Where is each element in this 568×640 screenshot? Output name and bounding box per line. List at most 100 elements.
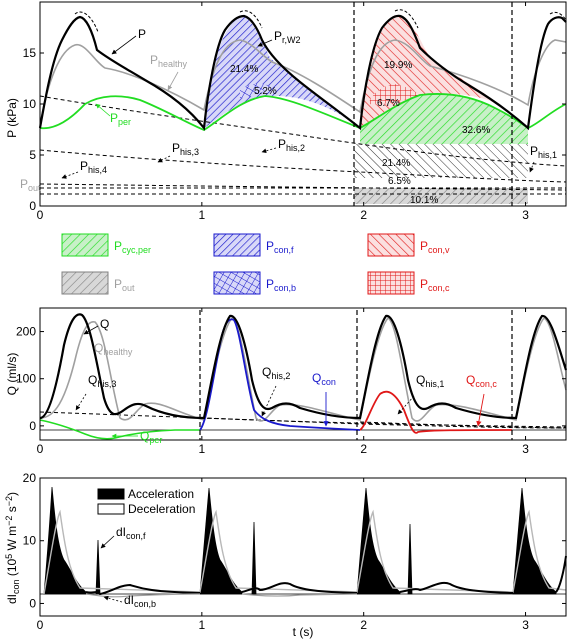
line-p <box>38 14 567 131</box>
p-ylabel: P (kPa) <box>5 98 19 138</box>
legend-label-con-c: Pcon,c <box>420 277 450 293</box>
line-p-envelope <box>74 9 567 33</box>
area-di-accel-small-2 <box>251 521 257 595</box>
label-p-healthy: Phealthy <box>150 53 188 69</box>
label-p-his-1: Phis,1 <box>530 144 557 160</box>
line-q-healthy <box>39 316 567 422</box>
line-q-his-3 <box>39 411 567 429</box>
label-p-his-2: Phis,2 <box>278 137 305 153</box>
area-phis-hatched <box>354 144 528 178</box>
q-ticks: 0 1 2 3 0 100 200 <box>16 308 566 456</box>
pct-pcyc-per: 32.6% <box>462 125 490 136</box>
arrow-p <box>111 35 137 55</box>
pct-phis: 21.4% <box>382 158 410 169</box>
p-ticks: 0 1 2 3 0 5 10 15 <box>23 2 566 222</box>
label-q-con-c: Qcon,c <box>466 373 497 389</box>
legend-label-con-b: Pcon,b <box>266 277 296 293</box>
y-tick-label: 20 <box>23 471 37 485</box>
y-tick-label: 15 <box>23 46 37 60</box>
legend-swatch-cyc-per <box>61 233 109 257</box>
arrow-q-his-3 <box>75 393 87 411</box>
pct-pcon-v: 19.9% <box>384 60 412 71</box>
x-tick-label: 2 <box>360 442 367 456</box>
legend-label-cyc-per: Pcyc,per <box>114 239 151 255</box>
label-q-healthy: Qhealthy <box>94 341 133 357</box>
x-tick-label: 2 <box>360 618 367 632</box>
legend-accel-swatch <box>97 488 125 500</box>
arrow-p-r-w2 <box>257 39 273 47</box>
line-q <box>39 313 568 420</box>
pct-pcon-b: 5.2% <box>254 86 277 97</box>
label-di-con-f: dIcon,f <box>116 525 146 541</box>
pct-pcon-f: 21.4% <box>230 64 258 75</box>
arrow-p-his-3 <box>157 155 171 163</box>
di-ticks: 0 1 2 3 0 10 20 <box>23 471 566 632</box>
line-di-con-f <box>85 555 567 596</box>
x-tick-label: 1 <box>199 442 206 456</box>
y-tick-label: 10 <box>23 534 37 548</box>
flow-panel: 0 1 2 3 0 100 200 Q Qhealthy Qper Qhis,3 Qhis,… <box>5 307 568 456</box>
arrow-q-his-2 <box>261 385 277 417</box>
pct-pcon-c: 6.7% <box>377 98 400 109</box>
legend-decel-swatch <box>97 503 125 515</box>
area-pcon-b <box>240 83 270 98</box>
area-pcon-c <box>368 84 420 105</box>
line-di-con-b <box>85 593 358 598</box>
x-tick-label: 0 <box>37 442 44 456</box>
x-tick-label: 2 <box>360 208 367 222</box>
label-q-his-3: Qhis,3 <box>88 373 116 389</box>
y-tick-label: 200 <box>16 325 36 339</box>
legend-accel-label: Acceleration <box>128 487 194 501</box>
legend-label-out: Pout <box>114 277 135 293</box>
label-q-his-2: Qhis,2 <box>262 365 290 381</box>
di-axes-box <box>39 477 567 617</box>
label-q-his-1: Qhis,1 <box>416 373 444 389</box>
pct-phis-small: 6.5% <box>388 176 411 187</box>
arrow-p-per <box>95 103 111 117</box>
line-phis-4 <box>39 183 567 191</box>
legend-swatch-con-f <box>213 233 261 257</box>
arrow-di-con-f <box>100 535 115 549</box>
legend-swatch-out <box>61 271 109 295</box>
x-axis-label: t (s) <box>293 625 314 639</box>
arrow-q-his-1 <box>397 395 415 415</box>
label-p: P <box>138 27 146 41</box>
x-tick-label: 0 <box>37 208 44 222</box>
y-tick-label: 0 <box>29 419 36 433</box>
q-axes-box <box>39 307 567 441</box>
y-tick-label: 100 <box>16 372 36 386</box>
pct-pout: 10.1% <box>410 195 438 206</box>
di-ylabel: dIcon (105 W m−2 s−2) <box>4 492 21 604</box>
label-q-con: Qcon <box>312 371 336 387</box>
legend-swatch-con-b <box>213 271 261 295</box>
arrow-p-his-2 <box>261 147 277 154</box>
x-tick-label: 1 <box>199 618 206 632</box>
legend-swatch-con-c <box>367 271 415 295</box>
x-tick-label: 0 <box>37 618 44 632</box>
x-tick-label: 3 <box>522 442 529 456</box>
x-tick-label: 3 <box>522 208 529 222</box>
label-p-r-w2: Pr,W2 <box>274 29 301 45</box>
label-p-per: Pper <box>110 111 131 127</box>
area-pcon-f <box>204 16 360 128</box>
line-q-his-1 <box>359 421 567 429</box>
area-pout <box>354 188 528 204</box>
legend-swatch-con-v <box>367 233 415 257</box>
arrow-p-healthy <box>167 71 179 91</box>
x-tick-label: 1 <box>199 208 206 222</box>
legend-label-con-v: Pcon,v <box>420 239 450 255</box>
y-tick-label: 0 <box>29 199 36 213</box>
arrow-q <box>83 325 99 335</box>
area-di-accel-3 <box>356 487 401 595</box>
line-phis-3 <box>39 149 567 183</box>
x-tick-label: 3 <box>522 618 529 632</box>
area-di-accel-4 <box>512 487 557 595</box>
label-p-his-4: Phis,4 <box>80 159 107 175</box>
area-di-accel-small-3 <box>407 523 413 595</box>
q-ylabel: Q (ml/s) <box>5 353 19 396</box>
label-p-out: Pout <box>20 177 41 193</box>
line-q-his-2 <box>199 417 567 428</box>
arrow-di-con-b <box>103 595 123 603</box>
